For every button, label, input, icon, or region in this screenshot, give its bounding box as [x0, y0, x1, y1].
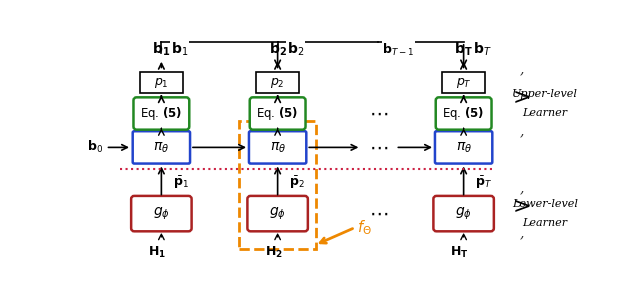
- Text: $\bar{\mathbf{p}}_1$: $\bar{\mathbf{p}}_1$: [173, 174, 189, 191]
- Bar: [239, 121, 316, 249]
- FancyBboxPatch shape: [134, 97, 189, 130]
- Text: $\mathbf{H_2}$: $\mathbf{H_2}$: [265, 245, 283, 260]
- Text: >: >: [513, 87, 531, 109]
- Text: $g_\phi$: $g_\phi$: [153, 205, 170, 222]
- Text: Learner: Learner: [522, 108, 568, 118]
- FancyBboxPatch shape: [433, 196, 494, 231]
- Bar: [256, 72, 299, 93]
- Text: $\mathbf{H_T}$: $\mathbf{H_T}$: [451, 245, 469, 260]
- Text: $\bar{\mathbf{p}}$: $\bar{\mathbf{p}}$: [289, 174, 300, 191]
- Text: Eq. $\mathbf{(5)}$: Eq. $\mathbf{(5)}$: [442, 105, 484, 122]
- Text: $\pi_\theta$: $\pi_\theta$: [456, 140, 472, 154]
- FancyBboxPatch shape: [249, 131, 307, 164]
- Text: Learner: Learner: [522, 218, 568, 228]
- FancyBboxPatch shape: [250, 97, 305, 130]
- Text: $f_\Theta$: $f_\Theta$: [356, 218, 371, 237]
- FancyBboxPatch shape: [248, 196, 308, 231]
- FancyBboxPatch shape: [132, 131, 190, 164]
- Text: ,: ,: [520, 62, 524, 76]
- Text: Upper-level: Upper-level: [512, 89, 578, 99]
- Text: Eq. $\mathbf{(5)}$: Eq. $\mathbf{(5)}$: [257, 105, 299, 122]
- Text: $\mathbf{b}_1$: $\mathbf{b}_1$: [171, 41, 188, 58]
- Text: $\mathbf{H_1}$: $\mathbf{H_1}$: [148, 245, 166, 260]
- Text: $g_\phi$: $g_\phi$: [269, 205, 286, 222]
- Text: $p_1$: $p_1$: [154, 76, 169, 90]
- Bar: [442, 72, 485, 93]
- Text: Eq. $\mathbf{(5)}$: Eq. $\mathbf{(5)}$: [140, 105, 182, 122]
- FancyBboxPatch shape: [436, 97, 492, 130]
- Text: $\bar{\mathbf{p}}_T$: $\bar{\mathbf{p}}_T$: [476, 174, 492, 191]
- Text: $\mathbf{b_T}$: $\mathbf{b_T}$: [454, 41, 473, 58]
- Text: $\mathbf{b}_0$: $\mathbf{b}_0$: [87, 139, 103, 155]
- Text: $\bar{\mathbf{p}}_2$: $\bar{\mathbf{p}}_2$: [289, 174, 305, 191]
- Text: $\cdots$: $\cdots$: [369, 138, 388, 157]
- Text: ,: ,: [520, 124, 524, 138]
- Text: $p_2$: $p_2$: [270, 76, 285, 90]
- Text: $g_\phi$: $g_\phi$: [455, 205, 472, 222]
- Bar: [140, 72, 182, 93]
- FancyBboxPatch shape: [131, 196, 191, 231]
- Text: $\cdots$: $\cdots$: [369, 104, 388, 123]
- Text: $\bar{\mathbf{p}}$: $\bar{\mathbf{p}}$: [476, 174, 486, 191]
- Text: $\mathbf{b_2}$: $\mathbf{b_2}$: [269, 41, 287, 58]
- Text: $\mathbf{b_1}$: $\mathbf{b_1}$: [152, 41, 170, 58]
- Text: ,: ,: [520, 181, 524, 195]
- Text: $\mathbf{b}_T$: $\mathbf{b}_T$: [473, 41, 492, 58]
- Text: >: >: [513, 196, 531, 218]
- Text: $\cdots$: $\cdots$: [369, 204, 388, 223]
- Text: $\bar{\mathbf{p}}$: $\bar{\mathbf{p}}$: [173, 174, 184, 191]
- Text: $\pi_\theta$: $\pi_\theta$: [269, 140, 285, 154]
- Text: $\mathbf{b}_{T-1}$: $\mathbf{b}_{T-1}$: [382, 42, 414, 58]
- Text: $\pi_\theta$: $\pi_\theta$: [154, 140, 170, 154]
- Text: $p_T$: $p_T$: [456, 76, 472, 90]
- Text: Lower-level: Lower-level: [512, 199, 578, 209]
- FancyBboxPatch shape: [435, 131, 492, 164]
- Text: ,: ,: [520, 226, 524, 240]
- Text: $\mathbf{b}_2$: $\mathbf{b}_2$: [287, 41, 304, 58]
